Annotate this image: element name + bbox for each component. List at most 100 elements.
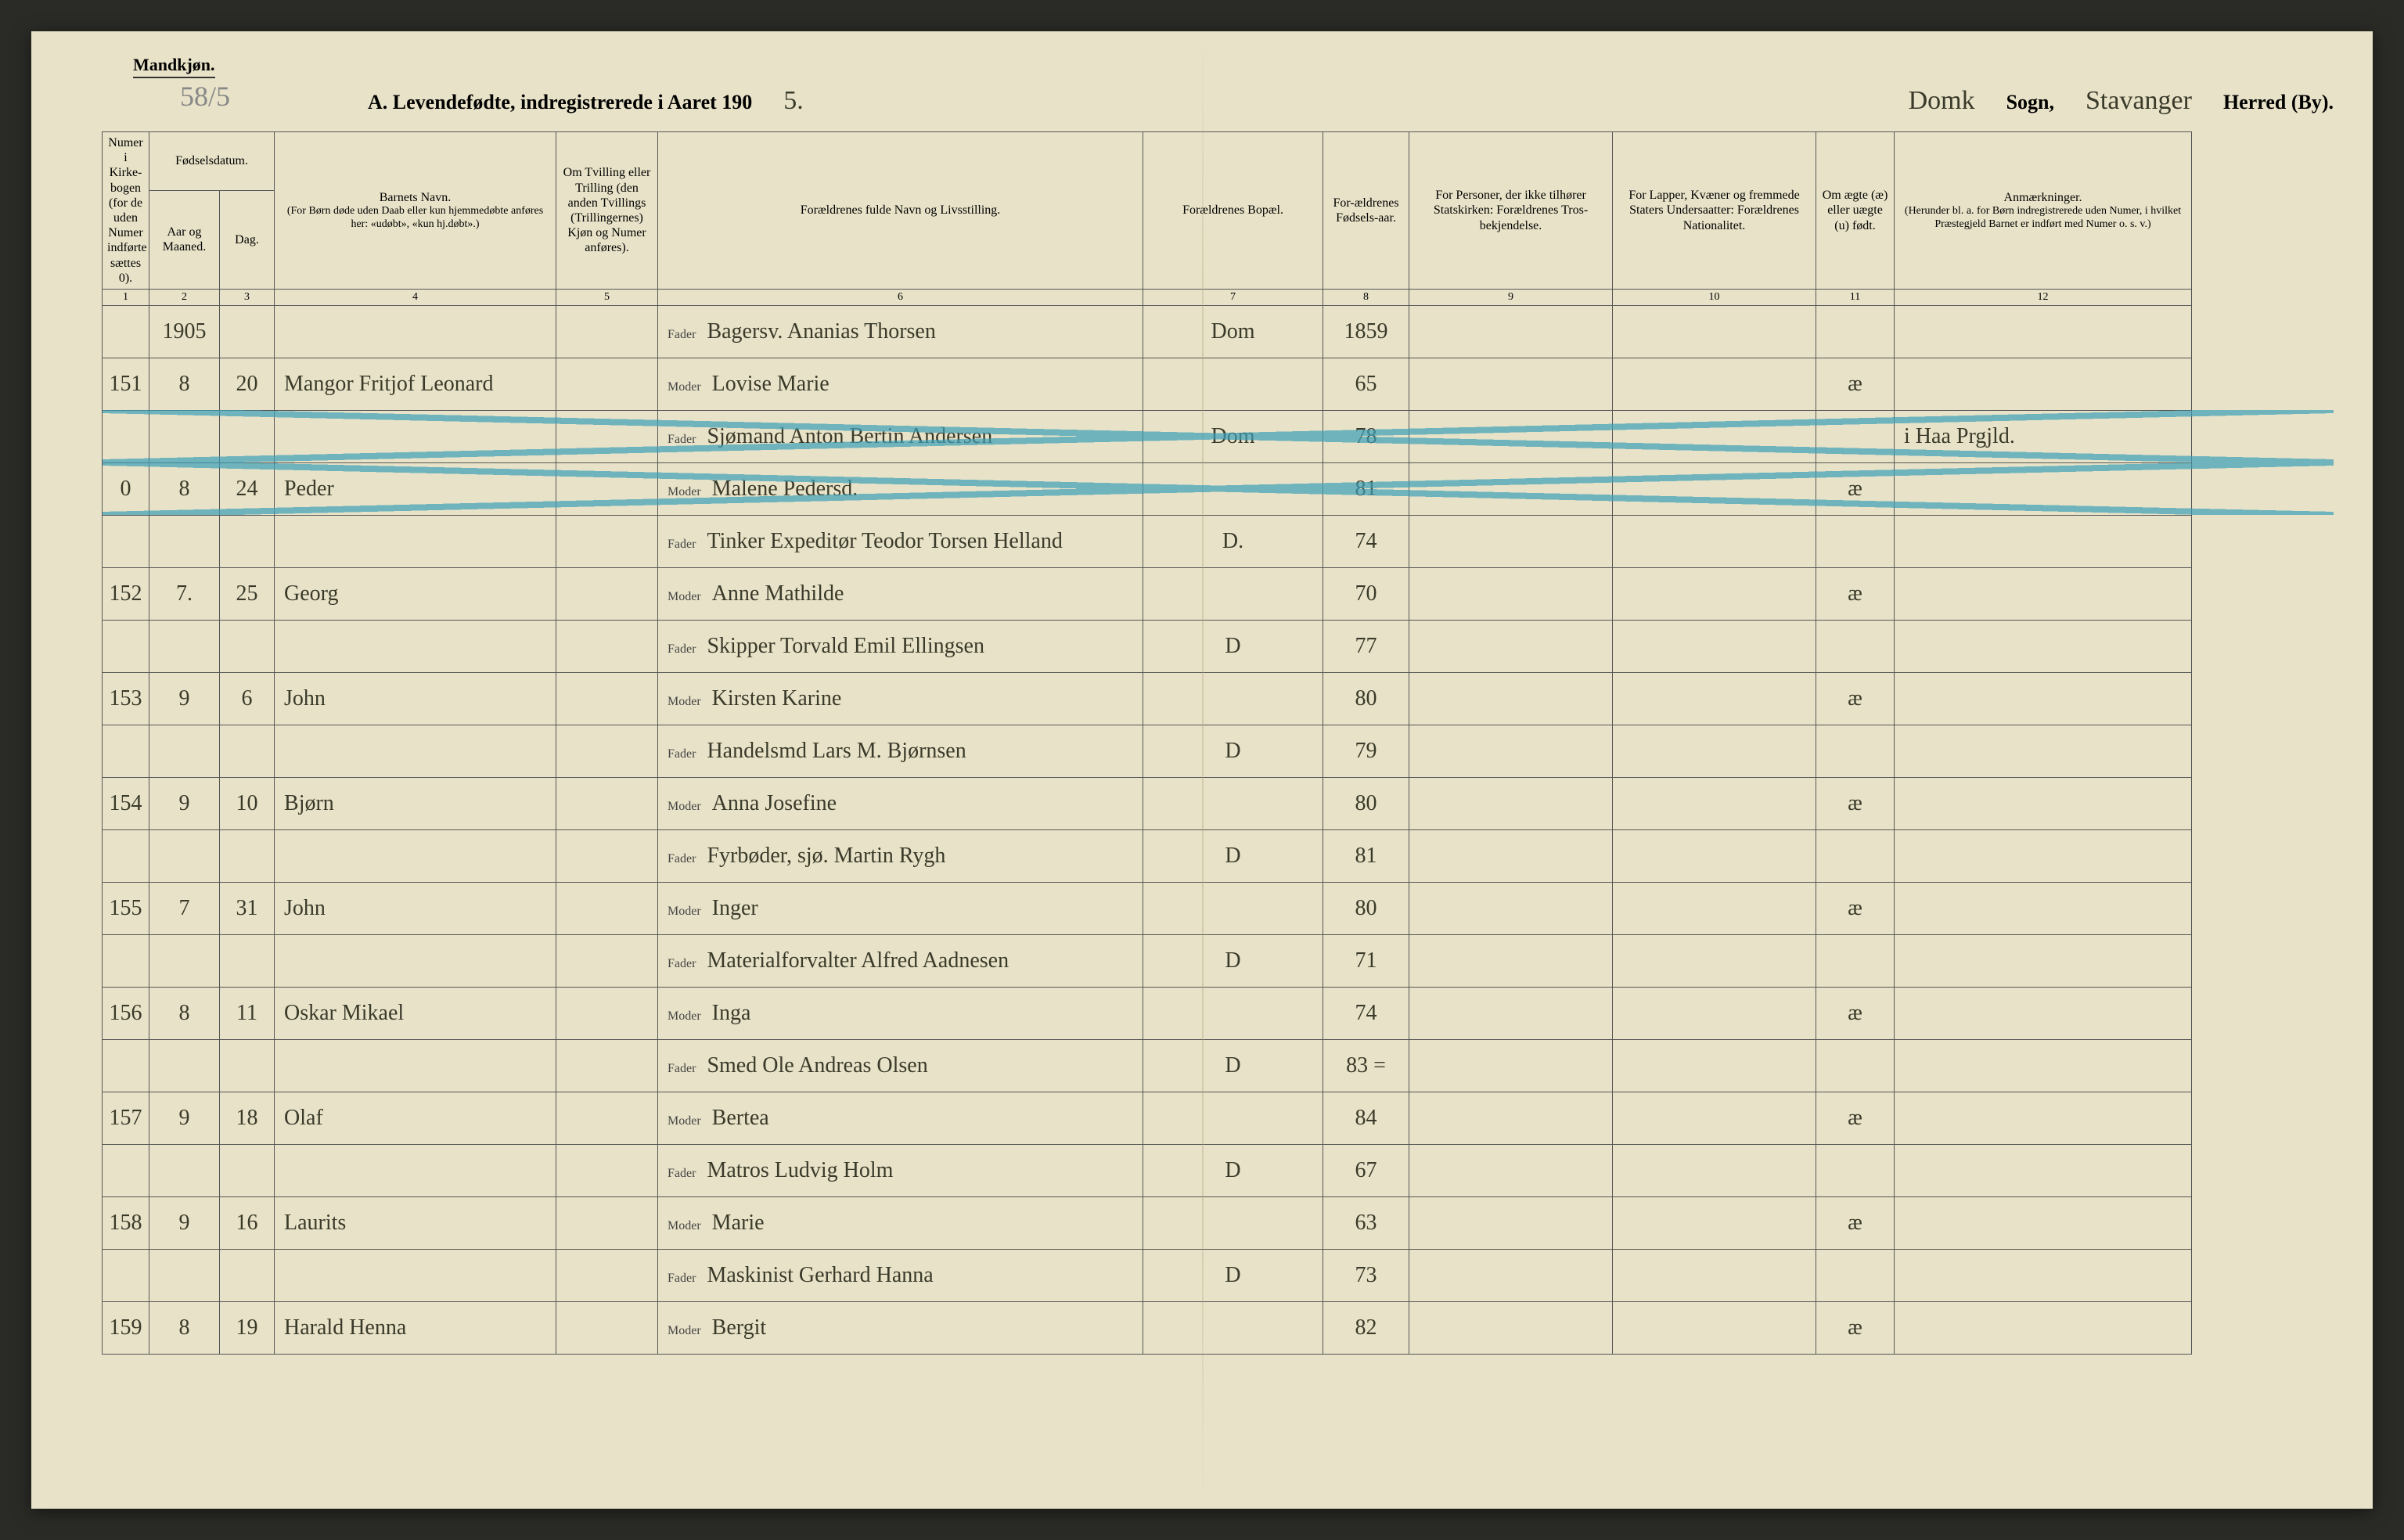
- cell-twin: [556, 1144, 658, 1196]
- year-suffix: 5.: [783, 86, 804, 116]
- cell-num: 157: [103, 1092, 149, 1144]
- cell-legitimacy: æ: [1816, 672, 1895, 725]
- fader-label: Fader: [668, 852, 696, 865]
- col-header-confession: For Personer, der ikke tilhører Statskir…: [1409, 132, 1613, 290]
- cell-confession: [1409, 1301, 1613, 1354]
- cell-twin: [556, 567, 658, 620]
- table-row: FaderSkipper Torvald Emil EllingsenD77: [103, 620, 2334, 672]
- cell-residence: D: [1143, 1039, 1323, 1092]
- cell-year-month: [149, 934, 220, 987]
- cell-note: [1895, 1196, 2192, 1249]
- col-header-notes: Anmærkninger. (Herunder bl. a. for Børn …: [1895, 132, 2192, 290]
- table-body: 1905FaderBagersv. Ananias ThorsenDom1859…: [103, 305, 2334, 1354]
- cell-day: [220, 1249, 275, 1301]
- cell-residence: D: [1143, 1249, 1323, 1301]
- cell-twin: [556, 987, 658, 1039]
- cell-child-name: John: [275, 882, 556, 934]
- cell-legitimacy: [1816, 1144, 1895, 1196]
- cell-num: 156: [103, 987, 149, 1039]
- cell-day: [220, 1144, 275, 1196]
- colnum-11: 11: [1816, 289, 1895, 305]
- cell-nationality: [1613, 410, 1816, 462]
- cell-legitimacy: [1816, 725, 1895, 777]
- col-header-notes-title: Anmærkninger.: [1899, 190, 2186, 205]
- fader-label: Fader: [668, 747, 696, 761]
- table-row: 159819Harald HennaModerBergit82æ: [103, 1301, 2334, 1354]
- cell-child-name: Olaf: [275, 1092, 556, 1144]
- table-row: 151820Mangor Fritjof LeonardModerLovise …: [103, 358, 2334, 410]
- cell-num: 158: [103, 1196, 149, 1249]
- cell-day: 19: [220, 1301, 275, 1354]
- col-header-day: Dag.: [220, 190, 275, 289]
- cell-parent-year: 71: [1323, 934, 1409, 987]
- cell-parents: FaderMaskinist Gerhard Hanna: [658, 1249, 1143, 1301]
- cell-parent-year: 70: [1323, 567, 1409, 620]
- cell-legitimacy: [1816, 410, 1895, 462]
- cell-child-name: [275, 1249, 556, 1301]
- cell-note: [1895, 934, 2192, 987]
- father-name: Sjømand Anton Bertin Andersen: [707, 424, 992, 448]
- cell-parents: ModerKirsten Karine: [658, 672, 1143, 725]
- mother-name: Marie: [712, 1211, 765, 1235]
- cell-num: [103, 1144, 149, 1196]
- cell-note: [1895, 1249, 2192, 1301]
- cell-confession: [1409, 358, 1613, 410]
- cell-parent-year: 80: [1323, 672, 1409, 725]
- cell-note: [1895, 1039, 2192, 1092]
- cell-child-name: [275, 934, 556, 987]
- mother-name: Lovise Marie: [712, 372, 830, 396]
- cell-day: 20: [220, 358, 275, 410]
- cell-residence: Dom: [1143, 410, 1323, 462]
- cell-parent-year: 81: [1323, 462, 1409, 515]
- cell-parents: FaderTinker Expeditør Teodor Torsen Hell…: [658, 515, 1143, 567]
- cell-child-name: [275, 725, 556, 777]
- cell-legitimacy: æ: [1816, 358, 1895, 410]
- cell-child-name: [275, 515, 556, 567]
- colnum-2: 2: [149, 289, 220, 305]
- father-name: Materialforvalter Alfred Aadnesen: [707, 948, 1009, 973]
- cell-legitimacy: æ: [1816, 987, 1895, 1039]
- cell-child-name: Peder: [275, 462, 556, 515]
- cell-year-month: 9: [149, 777, 220, 829]
- cell-year-month: 8: [149, 462, 220, 515]
- cell-twin: [556, 672, 658, 725]
- mother-name: Anne Mathilde: [712, 581, 844, 606]
- cell-day: [220, 410, 275, 462]
- cell-year-month: 1905: [149, 305, 220, 358]
- cell-twin: [556, 1092, 658, 1144]
- col-header-year-month: Aar og Maaned.: [149, 190, 220, 289]
- mother-name: Anna Josefine: [712, 791, 837, 815]
- table-row: 156811Oskar MikaelModerInga74æ: [103, 987, 2334, 1039]
- cell-confession: [1409, 777, 1613, 829]
- cell-twin: [556, 1196, 658, 1249]
- cell-parents: ModerMalene Pedersd.: [658, 462, 1143, 515]
- cell-day: 16: [220, 1196, 275, 1249]
- cell-legitimacy: [1816, 1249, 1895, 1301]
- cell-confession: [1409, 305, 1613, 358]
- cell-nationality: [1613, 567, 1816, 620]
- cell-nationality: [1613, 672, 1816, 725]
- cell-nationality: [1613, 829, 1816, 882]
- cell-year-month: 9: [149, 672, 220, 725]
- page-title-row: A. Levendefødte, indregistrerede i Aaret…: [133, 86, 2334, 116]
- cell-nationality: [1613, 358, 1816, 410]
- mother-name: Inga: [712, 1001, 751, 1025]
- cell-num: 152: [103, 567, 149, 620]
- fader-label: Fader: [668, 538, 696, 551]
- cell-legitimacy: æ: [1816, 882, 1895, 934]
- cell-day: [220, 934, 275, 987]
- moder-label: Moder: [668, 800, 701, 813]
- cell-residence: [1143, 462, 1323, 515]
- moder-label: Moder: [668, 905, 701, 918]
- table-row: FaderHandelsmd Lars M. BjørnsenD79: [103, 725, 2334, 777]
- cell-twin: [556, 934, 658, 987]
- cell-residence: [1143, 882, 1323, 934]
- cell-twin: [556, 410, 658, 462]
- cell-num: [103, 410, 149, 462]
- cell-day: [220, 725, 275, 777]
- cell-residence: D: [1143, 725, 1323, 777]
- cell-day: [220, 305, 275, 358]
- table-row: 1905FaderBagersv. Ananias ThorsenDom1859: [103, 305, 2334, 358]
- cell-legitimacy: [1816, 515, 1895, 567]
- cell-note: [1895, 725, 2192, 777]
